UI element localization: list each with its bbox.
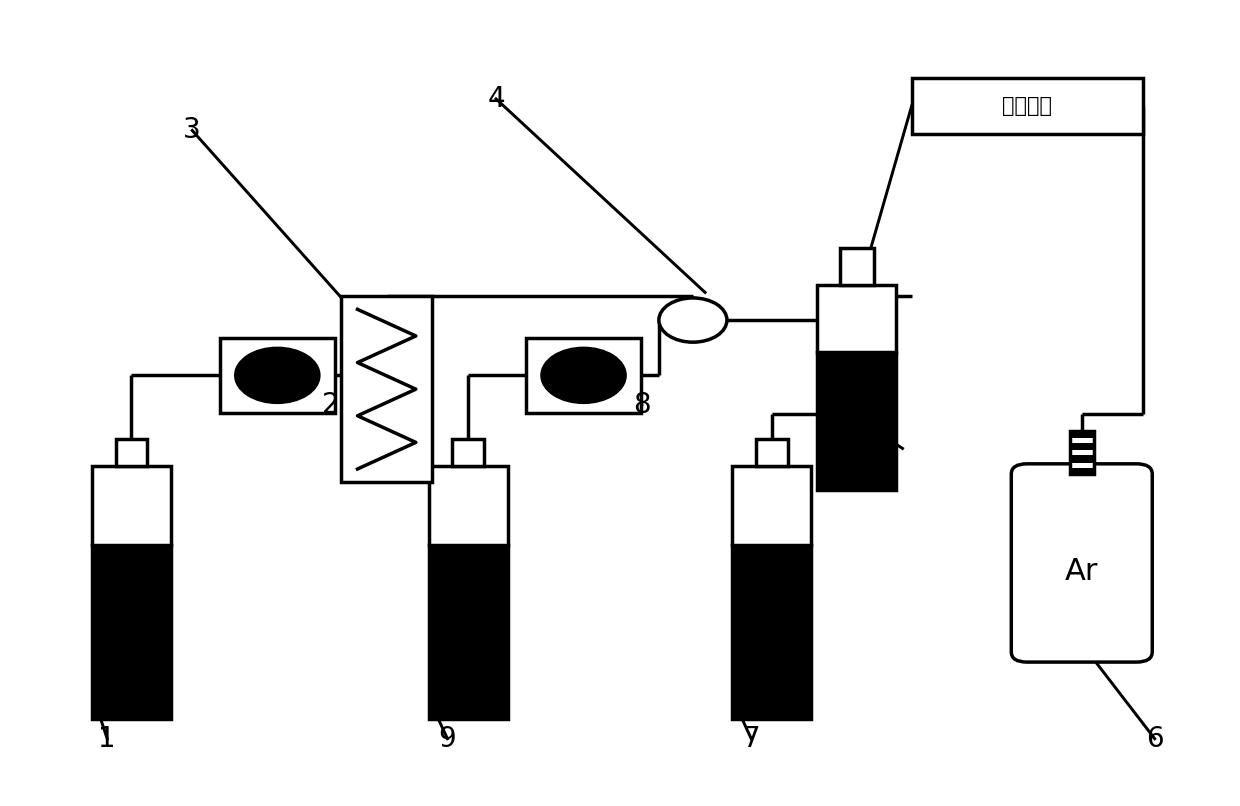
Bar <box>756 438 787 466</box>
Bar <box>219 338 335 413</box>
Bar <box>115 438 148 466</box>
Text: 9: 9 <box>439 725 456 753</box>
Bar <box>817 285 897 351</box>
Text: 原子化器: 原子化器 <box>1002 96 1052 116</box>
Text: 3: 3 <box>184 117 201 144</box>
Text: Ar: Ar <box>1065 557 1099 586</box>
Bar <box>341 297 433 482</box>
Circle shape <box>236 348 319 402</box>
Bar <box>1070 437 1094 443</box>
Bar <box>1070 455 1094 462</box>
Bar <box>1070 449 1094 455</box>
Bar <box>429 545 507 719</box>
Bar <box>817 351 897 490</box>
Bar <box>1070 430 1094 474</box>
Text: 5: 5 <box>836 397 853 425</box>
Text: 4: 4 <box>487 85 505 113</box>
Text: 6: 6 <box>1146 725 1163 753</box>
Text: 7: 7 <box>743 725 760 753</box>
Bar <box>841 247 873 285</box>
Bar <box>92 545 171 719</box>
Bar <box>1070 430 1094 437</box>
Bar <box>911 77 1142 135</box>
Bar <box>92 466 171 545</box>
Bar <box>1070 462 1094 467</box>
Circle shape <box>658 298 727 343</box>
Text: 8: 8 <box>634 391 651 418</box>
FancyBboxPatch shape <box>1012 463 1152 662</box>
Text: 2: 2 <box>322 391 340 418</box>
Circle shape <box>542 348 625 402</box>
Bar <box>429 466 507 545</box>
Text: 1: 1 <box>98 725 117 753</box>
Bar <box>526 338 641 413</box>
Bar <box>453 438 484 466</box>
Bar <box>733 545 811 719</box>
Bar <box>733 466 811 545</box>
Bar <box>1070 467 1094 474</box>
Bar <box>1070 443 1094 449</box>
